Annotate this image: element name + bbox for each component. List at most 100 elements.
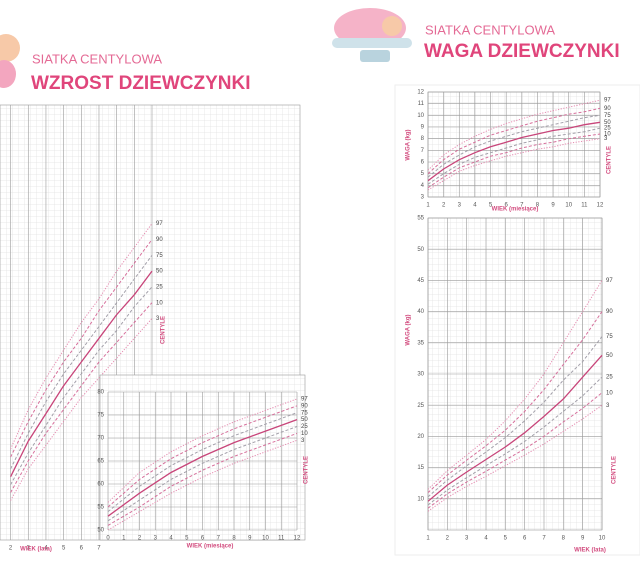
y-tick-label: 4 [421,183,425,189]
y-tick-label: 5 [421,171,425,177]
y-tick-label: 35 [417,340,424,346]
legend-entry: 97 [604,98,611,104]
percentile-line [10,223,153,450]
legend-entry: 75 [301,410,308,416]
x-tick-label: 4 [473,203,477,209]
baby-icon [0,34,20,62]
x-tick-label: 5 [62,546,66,552]
x-tick-label: 1 [426,203,430,209]
x-tick-label: 5 [185,536,189,542]
legend-entry: 25 [604,126,611,132]
x-tick-label: 8 [536,203,540,209]
percentile-line [428,99,601,171]
percentile-line [428,404,603,512]
percentile-line [107,412,298,512]
x-tick-label: 2 [446,536,450,542]
percentile-line [107,432,298,526]
x-tick-label: 1 [426,536,430,542]
series-group [428,280,603,512]
x-tick-label: 3 [465,536,469,542]
legend-entry: 75 [606,334,613,340]
y-tick-label: 8 [421,136,425,142]
y-tick-label: 3 [421,195,425,201]
percentile-line [428,280,603,490]
y-tick-label: 70 [97,436,104,442]
x-tick-label: 10 [565,203,572,209]
baby-icon [382,16,402,36]
x-tick-label: 8 [232,536,236,542]
x-axis-label: WIEK (lata) [574,548,606,554]
x-tick-label: 2 [442,203,446,209]
header-subtitle: SIATKA CENTYLOWA [425,22,555,37]
legend-entry: 97 [301,396,308,402]
x-axis-label: WIEK (miesiące) [492,207,539,213]
percentile-line [10,302,153,493]
legend-entry: 90 [156,237,163,243]
y-tick-label: 45 [417,278,424,284]
percentile-line [428,127,601,185]
legend-entry: 50 [301,417,308,423]
y-tick-label: 50 [97,528,104,534]
percentile-line [428,107,601,175]
sheet-border [394,84,640,556]
y-axis-label: WAGA (kg) [406,314,412,345]
x-tick-label: 5 [504,536,508,542]
x-tick-label: 0 [106,536,110,542]
x-tick-label: 12 [597,203,604,209]
x-tick-label: 9 [551,203,555,209]
header-title: WZROST DZIEWCZYNKI [31,73,251,94]
x-tick-label: 4 [484,536,488,542]
legend-entry: 10 [156,300,163,306]
percentile-line [428,114,601,178]
x-tick-label: 9 [248,536,252,542]
x-tick-label: 2 [9,546,13,552]
percentile-line [107,426,298,522]
legend-entry: 25 [156,284,163,290]
legend-entry: 90 [301,403,308,409]
percentile-line [10,318,153,501]
percentile-line [428,376,603,506]
legend-entry: 3 [301,438,305,444]
legend-entry: 90 [604,106,611,112]
percentile-line [10,255,153,470]
legend-title: CENTYLE [612,456,618,484]
legend-entry: 75 [156,253,163,259]
legend-title: CENTYLE [161,316,167,344]
x-tick-label: 5 [489,203,493,209]
x-tick-label: 7 [217,536,221,542]
header-left: SIATKA CENTYLOWA WZROST DZIEWCZYNKI [0,34,251,94]
legend-entry: 3 [156,316,160,322]
x-tick-label: 11 [581,203,588,209]
y-tick-label: 15 [417,465,424,471]
y-tick-label: 65 [97,459,104,465]
percentile-line [428,354,603,502]
scale-icon [332,38,412,48]
y-tick-label: 30 [417,372,424,378]
x-tick-label: 6 [201,536,205,542]
percentile-line [107,398,298,503]
x-tick-label: 7 [520,203,524,209]
y-tick-label: 10 [417,113,424,119]
x-axis-label: WIEK (lata) [20,547,52,553]
percentile-line [107,405,298,508]
y-tick-label: 11 [418,101,425,107]
series-group [428,99,601,191]
x-tick-label: 9 [581,536,585,542]
x-tick-label: 8 [562,536,566,542]
x-tick-label: 2 [138,536,142,542]
legend-title: CENTYLE [607,146,613,174]
y-tick-label: 25 [417,403,424,409]
x-tick-label: 3 [154,536,158,542]
percentile-line [10,270,153,477]
legend-entry: 97 [156,221,163,227]
legend-entry: 50 [606,353,613,359]
y-tick-label: 55 [417,216,424,222]
series-group [10,223,153,501]
baby-icon-body [0,60,16,88]
y-tick-label: 75 [97,413,104,419]
header-title: WAGA DZIEWCZYNKI [424,41,620,62]
legend-entry: 50 [156,269,163,275]
percentile-line [428,336,603,498]
